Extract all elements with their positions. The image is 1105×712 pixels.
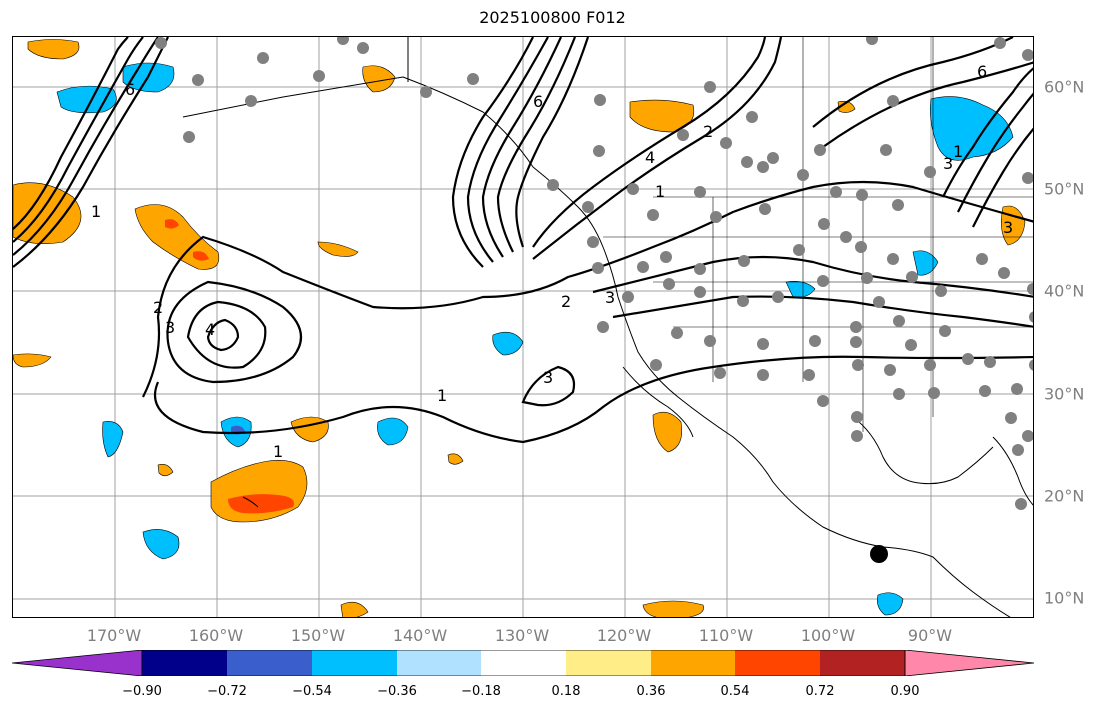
coastlines [182, 37, 1033, 617]
contour-label: 1 [953, 142, 963, 161]
anomaly-shading [13, 39, 1026, 617]
contour-label: 6 [533, 92, 543, 111]
contour-label: 6 [125, 80, 135, 99]
contour-label: 6 [977, 62, 987, 81]
lat-label: 60°N [1044, 77, 1085, 97]
contour-label-group: 6 1 1 2 3 4 1 2 3 3 6 2 4 1 3 1 6 3 [91, 62, 1013, 461]
lon-label: 140°W [392, 626, 448, 645]
colorbar-tick: −0.72 [207, 684, 247, 699]
contour-label: 4 [205, 320, 215, 339]
lon-label: 150°W [290, 626, 346, 645]
colorbar-tick: −0.36 [377, 684, 417, 699]
contour-label: 1 [273, 442, 283, 461]
contour-label: 3 [165, 318, 175, 337]
contour-label: 1 [437, 386, 447, 405]
contour-label: 2 [561, 292, 571, 311]
colorbar-outline [141, 650, 906, 676]
map-title: 2025100800 F012 [479, 8, 626, 27]
lon-label: 100°W [800, 626, 856, 645]
contour-lines [13, 37, 1033, 444]
lon-label: 90°W [907, 626, 953, 645]
contour-label: 1 [655, 182, 665, 201]
lon-label: 170°W [86, 626, 142, 645]
lat-label: 10°N [1044, 588, 1085, 608]
colorbar-segment [397, 650, 481, 676]
colorbar-tick: −0.54 [292, 684, 332, 699]
contour-label: 3 [543, 368, 553, 387]
station-markers [155, 37, 1033, 510]
lon-label: 110°W [698, 626, 754, 645]
contour-label: 3 [943, 154, 953, 173]
colorbar-segment [12, 650, 143, 676]
colorbar-tick: 0.90 [890, 684, 920, 699]
colorbar-tick: 0.18 [551, 684, 581, 699]
contour-label: 4 [645, 148, 655, 167]
colorbar [12, 650, 1035, 676]
lon-label: 130°W [494, 626, 550, 645]
map-canvas: 6 1 1 2 3 4 1 2 3 3 6 2 4 1 3 1 6 3 [13, 37, 1033, 617]
lon-label: 120°W [596, 626, 652, 645]
colorbar-tick: 0.54 [720, 684, 750, 699]
contour-label: 2 [703, 122, 713, 141]
colorbar-segment [142, 650, 227, 676]
lat-label: 40°N [1044, 281, 1085, 301]
colorbar-segment [904, 650, 1035, 676]
colorbar-segment [566, 650, 651, 676]
colorbar-segment [227, 650, 312, 676]
lat-label: 50°N [1044, 179, 1085, 199]
colorbar-tick: 0.36 [636, 684, 666, 699]
map-panel: 6 1 1 2 3 4 1 2 3 3 6 2 4 1 3 1 6 3 [12, 36, 1034, 618]
storm-center-marker [870, 545, 888, 563]
contour-label: 3 [1003, 218, 1013, 237]
contour-label: 3 [605, 288, 615, 307]
lat-label: 20°N [1044, 486, 1085, 506]
colorbar-tick: −0.18 [461, 684, 501, 699]
colorbar-segment [735, 650, 820, 676]
colorbar-segment [820, 650, 905, 676]
lat-label: 30°N [1044, 384, 1085, 404]
contour-label: 1 [91, 202, 101, 221]
lon-label: 160°W [188, 626, 244, 645]
contour-label: 2 [153, 298, 163, 317]
colorbar-segment [312, 650, 397, 676]
colorbar-tick: −0.90 [122, 684, 162, 699]
graticule [13, 37, 1033, 617]
colorbar-segment [651, 650, 735, 676]
colorbar-tick: 0.72 [805, 684, 835, 699]
colorbar-segment [481, 650, 566, 676]
